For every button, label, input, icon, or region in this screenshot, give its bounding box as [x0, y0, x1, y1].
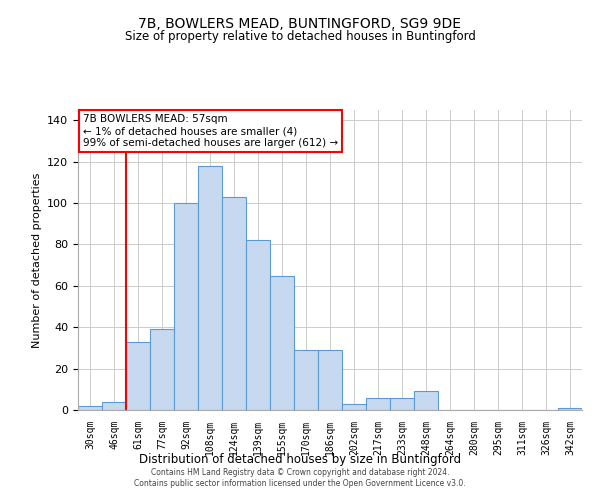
Bar — [558, 408, 582, 410]
Bar — [222, 197, 246, 410]
Bar — [294, 350, 318, 410]
Bar — [270, 276, 294, 410]
Bar — [318, 350, 342, 410]
Bar — [150, 330, 174, 410]
Bar — [174, 203, 198, 410]
Text: 7B, BOWLERS MEAD, BUNTINGFORD, SG9 9DE: 7B, BOWLERS MEAD, BUNTINGFORD, SG9 9DE — [139, 18, 461, 32]
Bar — [102, 402, 126, 410]
Bar — [366, 398, 390, 410]
Bar — [198, 166, 222, 410]
Text: Distribution of detached houses by size in Buntingford: Distribution of detached houses by size … — [139, 452, 461, 466]
Bar — [342, 404, 366, 410]
Bar — [414, 392, 438, 410]
Text: 7B BOWLERS MEAD: 57sqm
← 1% of detached houses are smaller (4)
99% of semi-detac: 7B BOWLERS MEAD: 57sqm ← 1% of detached … — [83, 114, 338, 148]
Y-axis label: Number of detached properties: Number of detached properties — [32, 172, 41, 348]
Bar — [126, 342, 150, 410]
Bar — [246, 240, 270, 410]
Bar — [78, 406, 102, 410]
Text: Contains HM Land Registry data © Crown copyright and database right 2024.
Contai: Contains HM Land Registry data © Crown c… — [134, 468, 466, 487]
Text: Size of property relative to detached houses in Buntingford: Size of property relative to detached ho… — [125, 30, 475, 43]
Bar — [390, 398, 414, 410]
